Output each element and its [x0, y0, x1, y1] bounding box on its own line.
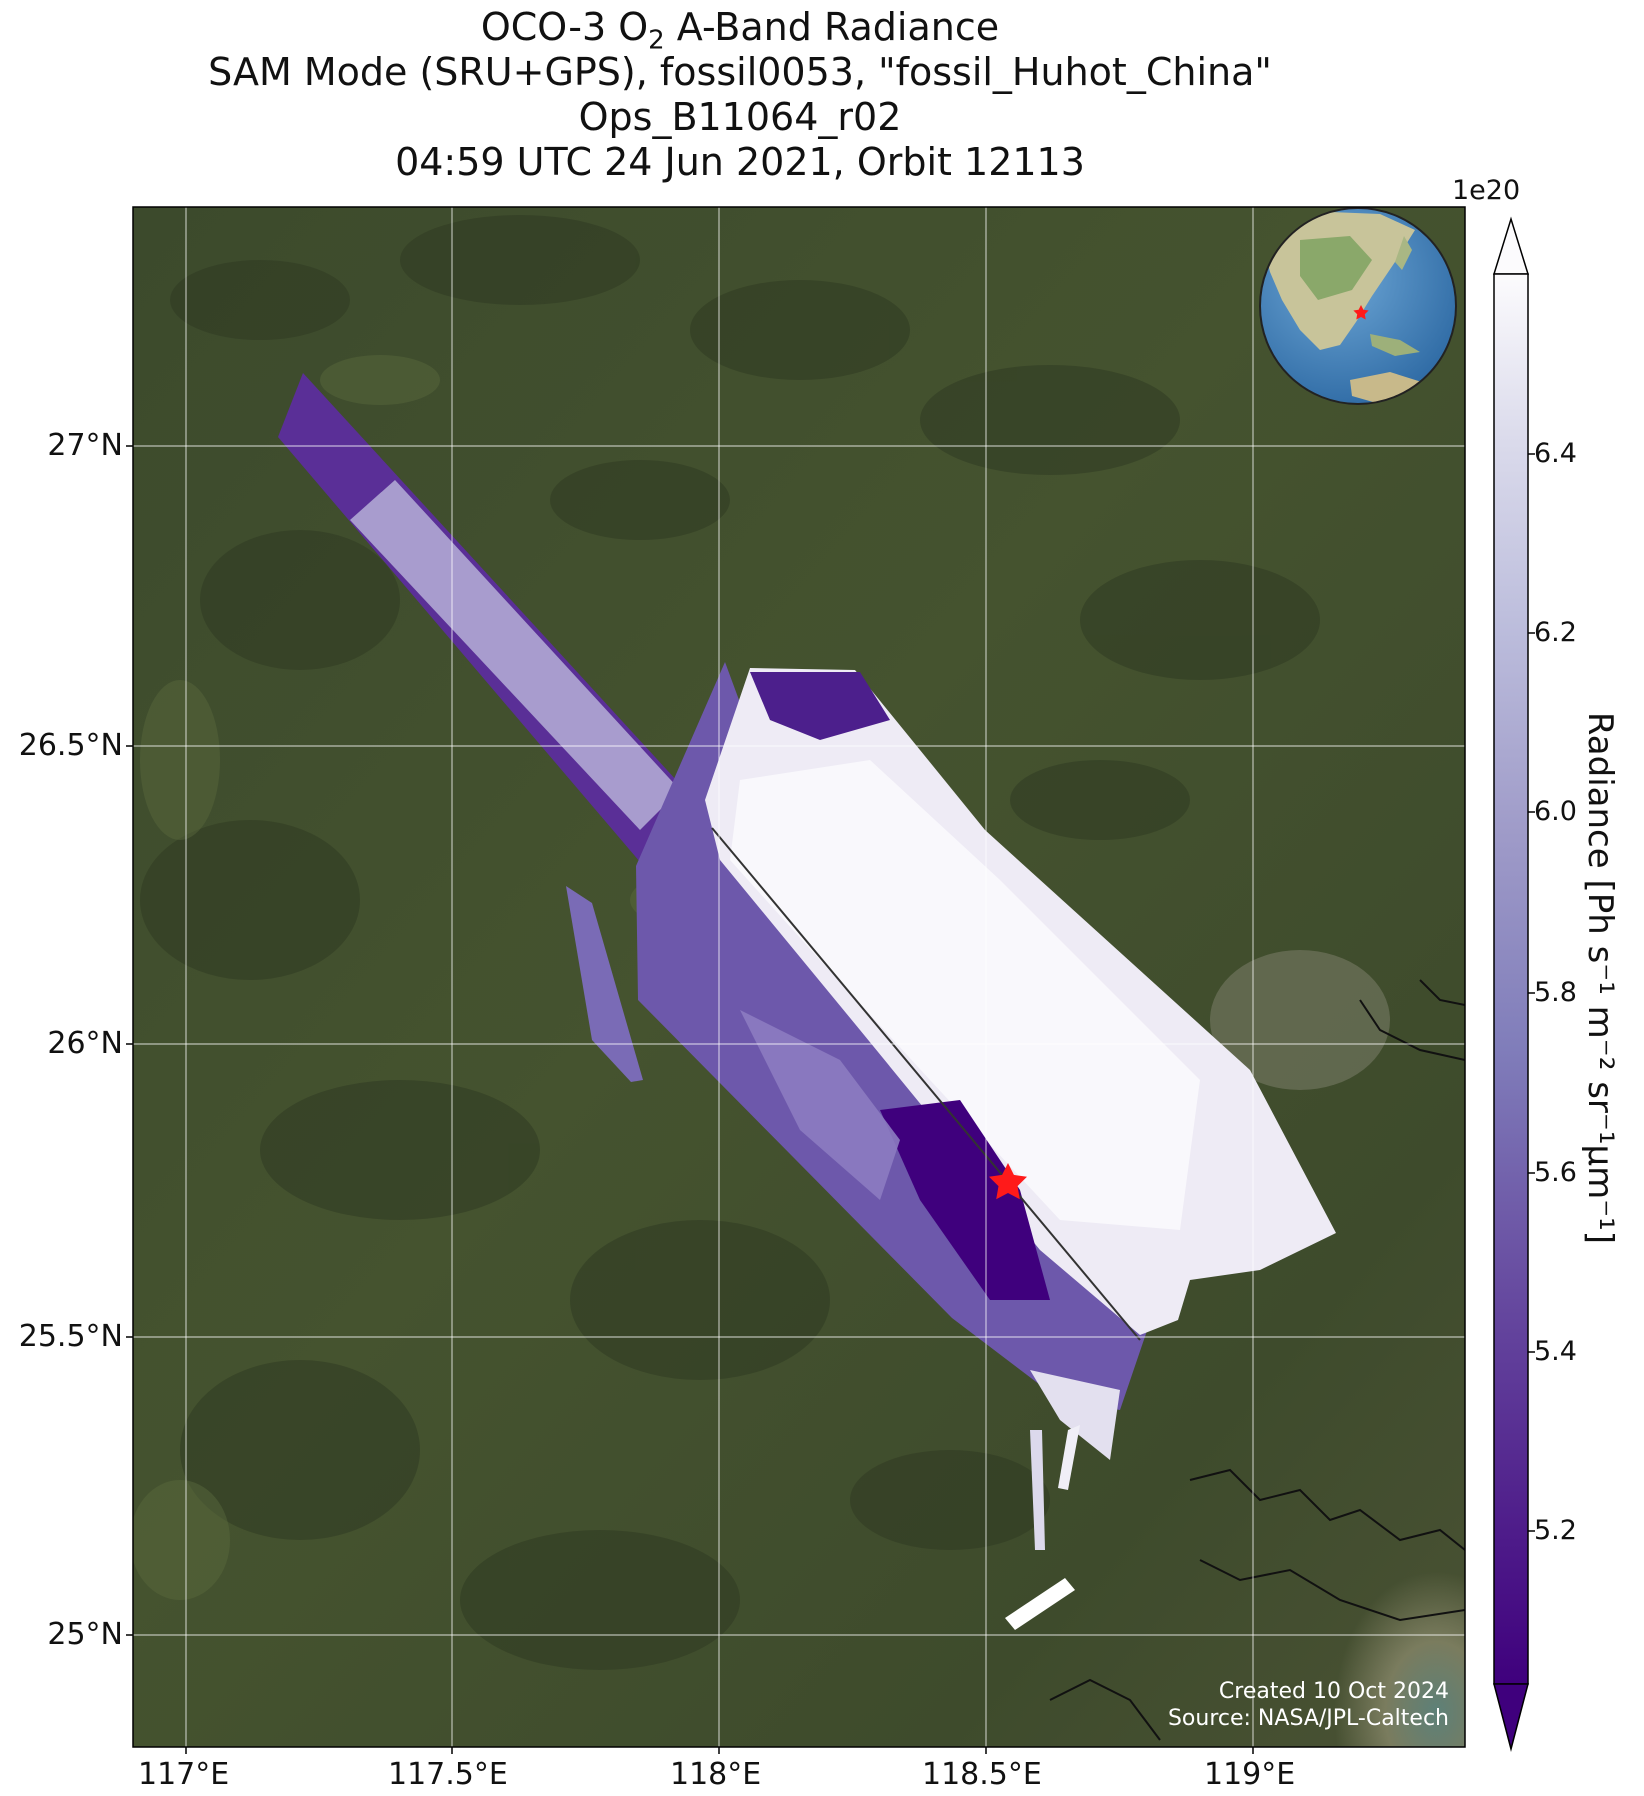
- y-tick-label: 26°N: [47, 1026, 123, 1061]
- title-line-3: Ops_B11064_r02: [578, 95, 902, 139]
- title-line1-sub: 2: [648, 25, 665, 56]
- credit-text: Created 10 Oct 2024 Source: NASA/JPL-Cal…: [1168, 1678, 1449, 1732]
- swath-dark-patch-north: [750, 672, 890, 740]
- coastline: [1049, 1468, 1465, 1741]
- swath-center-white: [730, 760, 1200, 1230]
- colorbar-tick-label: 6.4: [1534, 438, 1577, 469]
- swath-small-strip: [566, 886, 643, 1082]
- swath-dark-patch-south: [880, 1100, 1050, 1300]
- coastline-north: [1359, 979, 1465, 1061]
- swath-medium-patch: [740, 1010, 900, 1200]
- y-tick-label: 25°N: [47, 1617, 123, 1652]
- colorbar-label: Radiance [Ph s⁻¹ m⁻² sr⁻¹μm⁻¹]: [1580, 711, 1620, 1245]
- globe-islands: [1370, 334, 1420, 356]
- y-tick-label: 26.5°N: [18, 728, 123, 763]
- title-line1-pre: OCO-3 O: [480, 5, 649, 49]
- colorbar-tick-label: 5.2: [1534, 1515, 1577, 1546]
- axis-tick-marks: [126, 445, 1254, 1754]
- swath-tail-strip-2: [1058, 1425, 1080, 1490]
- created-date: Created 10 Oct 2024: [1218, 1679, 1449, 1704]
- colorbar-scale-label: 1e20: [1452, 175, 1521, 206]
- title-line1-post: A-Band Radiance: [664, 5, 1000, 49]
- graticule: [133, 207, 1465, 1747]
- inset-globe: [1259, 207, 1457, 405]
- x-tick-label: 118.5°E: [922, 1757, 1042, 1792]
- colorbar-tick-label: 5.8: [1534, 977, 1577, 1008]
- colorbar-body: [1493, 273, 1529, 1685]
- colorbar-tick-marks: [1528, 453, 1535, 1532]
- title-line-4: 04:59 UTC 24 Jun 2021, Orbit 12113: [395, 140, 1085, 184]
- swath-south-tail: [1030, 1370, 1120, 1460]
- colorbar-tick-label: 5.4: [1534, 1336, 1577, 1367]
- title-line-1: OCO-3 O2 A-Band Radiance: [0, 5, 1480, 64]
- y-tick-label: 27°N: [47, 428, 123, 463]
- x-tick-label: 117.5°E: [388, 1757, 508, 1792]
- radiance-swath: [278, 373, 1336, 1630]
- globe-landmass-green: [1300, 236, 1372, 300]
- colorbar-tick-label: 6.0: [1534, 796, 1577, 827]
- colorbar-extend-bottom: [1493, 1683, 1529, 1752]
- map-frame: [132, 206, 1466, 1748]
- target-star-icon: [989, 1163, 1027, 1200]
- source-credit: Source: NASA/JPL-Caltech: [1167, 1706, 1449, 1731]
- x-tick-label: 119°E: [1204, 1757, 1296, 1792]
- colorbar: [1492, 216, 1535, 1752]
- y-tick-label: 25.5°N: [18, 1319, 123, 1354]
- swath-tail-strip-1: [1030, 1430, 1045, 1550]
- colorbar-extend-top: [1492, 216, 1530, 275]
- swath-seam-line: [711, 827, 1141, 1341]
- swath-south-bar: [1005, 1578, 1075, 1630]
- colorbar-tick-label: 6.2: [1534, 617, 1577, 648]
- x-tick-label: 118°E: [670, 1757, 762, 1792]
- globe-landmass-japan: [1395, 236, 1412, 270]
- terrain-texture: [140, 215, 1320, 1670]
- colorbar-tick-label: 5.6: [1534, 1157, 1577, 1188]
- swath-northwest-light-band: [350, 480, 680, 830]
- coastal-area: [1130, 1280, 1465, 1747]
- title-line-2: SAM Mode (SRU+GPS), fossil0053, "fossil_…: [208, 50, 1272, 94]
- globe-star-icon: [1353, 305, 1369, 320]
- x-tick-label: 117°E: [138, 1757, 230, 1792]
